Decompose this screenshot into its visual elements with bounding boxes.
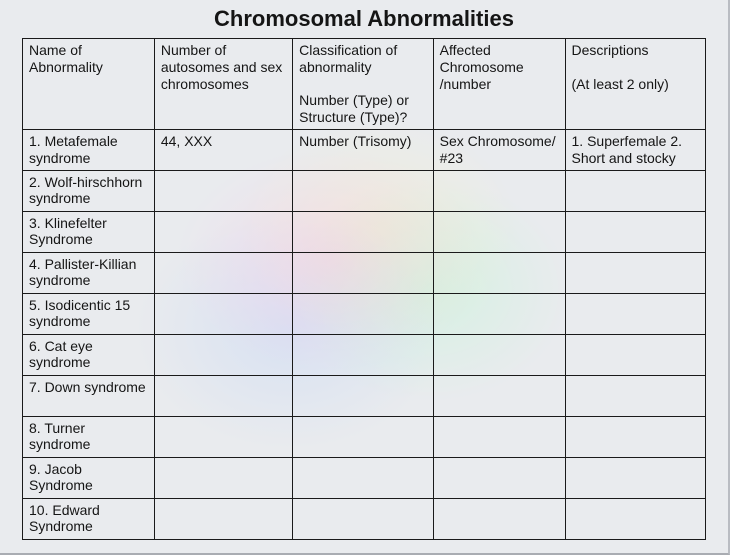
cell-name: 5. Isodicentic 15 syndrome [23, 293, 155, 334]
cell-name: 9. Jacob Syndrome [23, 457, 155, 498]
table-row: 9. Jacob Syndrome [23, 457, 706, 498]
cell-descriptions [565, 170, 706, 211]
cell-name: 7. Down syndrome [23, 375, 155, 416]
table-row: 3. Klinefelter Syndrome [23, 211, 706, 252]
table-header-row: Name of Abnormality Number of autosomes … [23, 39, 706, 130]
table-row: 8. Turner syndrome [23, 416, 706, 457]
cell-descriptions [565, 457, 706, 498]
cell-affected [433, 498, 565, 539]
cell-affected [433, 293, 565, 334]
cell-classification [293, 375, 433, 416]
cell-classification [293, 334, 433, 375]
cell-affected: Sex Chromosome/ #23 [433, 129, 565, 170]
cell-classification [293, 170, 433, 211]
table-row: 4. Pallister-Killian syndrome [23, 252, 706, 293]
table-row: 1. Metafemale syndrome44, XXXNumber (Tri… [23, 129, 706, 170]
table-row: 5. Isodicentic 15 syndrome [23, 293, 706, 334]
cell-classification [293, 252, 433, 293]
cell-name: 3. Klinefelter Syndrome [23, 211, 155, 252]
col-descriptions: Descriptions (At least 2 only) [565, 39, 706, 130]
cell-autosomes [154, 170, 292, 211]
cell-descriptions [565, 293, 706, 334]
col-autosomes: Number of autosomes and sex chromosomes [154, 39, 292, 130]
cell-affected [433, 211, 565, 252]
table-row: 7. Down syndrome [23, 375, 706, 416]
table-body: 1. Metafemale syndrome44, XXXNumber (Tri… [23, 129, 706, 539]
cell-descriptions [565, 416, 706, 457]
cell-autosomes [154, 211, 292, 252]
cell-descriptions [565, 334, 706, 375]
cell-autosomes [154, 375, 292, 416]
table-row: 2. Wolf-hirschhorn syndrome [23, 170, 706, 211]
cell-affected [433, 375, 565, 416]
cell-autosomes [154, 334, 292, 375]
col-name: Name of Abnormality [23, 39, 155, 130]
cell-affected [433, 252, 565, 293]
cell-autosomes [154, 293, 292, 334]
cell-classification [293, 457, 433, 498]
cell-classification: Number (Trisomy) [293, 129, 433, 170]
cell-name: 1. Metafemale syndrome [23, 129, 155, 170]
cell-name: 8. Turner syndrome [23, 416, 155, 457]
table-row: 6. Cat eye syndrome [23, 334, 706, 375]
table-row: 10. Edward Syndrome [23, 498, 706, 539]
cell-name: 6. Cat eye syndrome [23, 334, 155, 375]
worksheet-sheet: Chromosomal Abnormalities Name of Abnorm… [0, 0, 730, 555]
cell-name: 4. Pallister-Killian syndrome [23, 252, 155, 293]
cell-affected [433, 416, 565, 457]
abnormalities-table: Name of Abnormality Number of autosomes … [22, 38, 706, 540]
cell-affected [433, 334, 565, 375]
cell-name: 2. Wolf-hirschhorn syndrome [23, 170, 155, 211]
cell-classification [293, 416, 433, 457]
cell-descriptions [565, 252, 706, 293]
cell-classification [293, 293, 433, 334]
cell-descriptions: 1. Superfemale 2. Short and stocky [565, 129, 706, 170]
cell-autosomes [154, 498, 292, 539]
cell-autosomes [154, 457, 292, 498]
cell-autosomes [154, 416, 292, 457]
cell-name: 10. Edward Syndrome [23, 498, 155, 539]
cell-affected [433, 170, 565, 211]
cell-descriptions [565, 498, 706, 539]
page-title: Chromosomal Abnormalities [22, 6, 706, 32]
cell-autosomes: 44, XXX [154, 129, 292, 170]
cell-descriptions [565, 375, 706, 416]
cell-classification [293, 498, 433, 539]
col-classification: Classification of abnormality Number (Ty… [293, 39, 433, 130]
cell-autosomes [154, 252, 292, 293]
cell-affected [433, 457, 565, 498]
cell-classification [293, 211, 433, 252]
cell-descriptions [565, 211, 706, 252]
col-affected: Affected Chromosome /number [433, 39, 565, 130]
